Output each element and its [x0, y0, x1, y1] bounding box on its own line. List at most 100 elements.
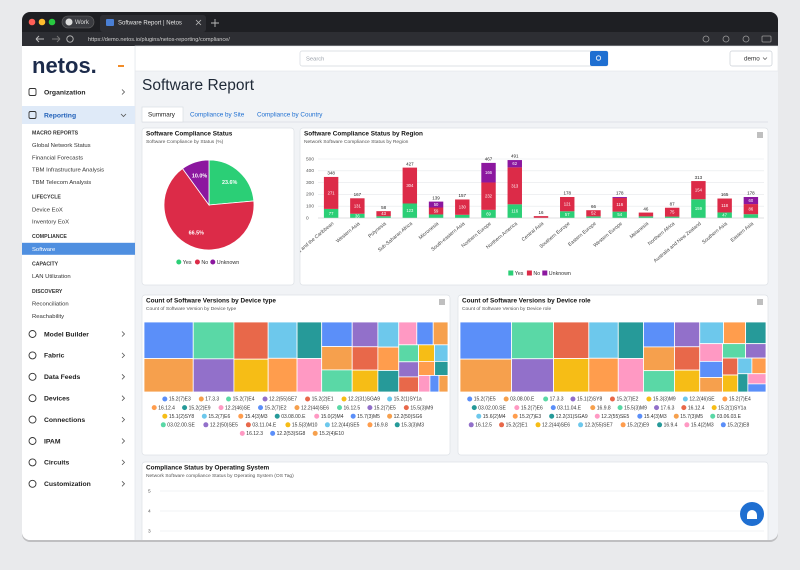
- legend-label[interactable]: 12.2(55)SE7: [269, 397, 297, 403]
- treemap-tile[interactable]: [459, 321, 512, 360]
- legend-label[interactable]: 03.08.00.E: [510, 397, 535, 403]
- treemap-tile[interactable]: [511, 358, 554, 393]
- legend-label[interactable]: 16.12.4: [158, 405, 175, 411]
- legend-label[interactable]: 16.12.3: [246, 431, 263, 437]
- treemap-tile[interactable]: [643, 346, 675, 372]
- bar-segment[interactable]: [560, 211, 575, 218]
- chart-menu[interactable]: [757, 132, 763, 138]
- legend-label[interactable]: 12.2(44)SE5: [331, 423, 359, 429]
- treemap-tile[interactable]: [351, 369, 379, 393]
- menu-item[interactable]: Circuits: [44, 460, 70, 467]
- legend-label[interactable]: 15.2(7)E2: [265, 405, 287, 411]
- treemap-tile[interactable]: [233, 358, 269, 393]
- treemap-tile[interactable]: [296, 358, 323, 393]
- close-dot[interactable]: [28, 18, 36, 26]
- legend-label[interactable]: No: [201, 260, 208, 266]
- treemap-tile[interactable]: [351, 346, 379, 371]
- menu-item[interactable]: IPAM: [44, 438, 61, 445]
- submenu-item[interactable]: Software: [32, 247, 56, 253]
- treemap-tile[interactable]: [643, 321, 675, 348]
- treemap-tile[interactable]: [351, 321, 379, 348]
- back-button[interactable]: [35, 35, 44, 43]
- menu-item[interactable]: Customization: [44, 481, 91, 488]
- pie-slice[interactable]: [208, 159, 255, 206]
- treemap-tile[interactable]: [511, 321, 554, 360]
- treemap-tile[interactable]: [398, 361, 420, 378]
- bar-segment[interactable]: [376, 216, 391, 218]
- treemap-tile[interactable]: [398, 344, 420, 363]
- menu-item[interactable]: Data Feeds: [44, 374, 80, 381]
- treemap-tile[interactable]: [418, 344, 435, 362]
- bar-segment[interactable]: [717, 198, 732, 213]
- legend-label[interactable]: 17.3.3: [550, 397, 564, 403]
- legend-label[interactable]: 12.2(31)SGA9: [556, 414, 588, 420]
- submenu-item[interactable]: LAN Utilization: [32, 274, 71, 280]
- legend-label[interactable]: 15.2(7)E2: [616, 397, 638, 403]
- legend-label[interactable]: 12.2(44)SE6: [542, 423, 570, 429]
- pie-slice[interactable]: [182, 159, 210, 207]
- active-tab-box[interactable]: [141, 106, 184, 123]
- collapse-button[interactable]: [118, 65, 124, 67]
- treemap-tile[interactable]: [674, 346, 701, 371]
- url[interactable]: https://demo.netos.io/plugins/netos-repo…: [88, 37, 230, 43]
- treemap-tile[interactable]: [699, 321, 724, 345]
- bar-segment[interactable]: [402, 203, 418, 218]
- toolbar-icon[interactable]: [722, 35, 730, 43]
- legend-label[interactable]: 15.2(7)E5: [374, 405, 396, 411]
- treemap-tile[interactable]: [588, 357, 619, 393]
- legend-label[interactable]: 15.2(1)SY1a: [718, 405, 746, 411]
- legend-label[interactable]: 17.6.3: [661, 405, 675, 411]
- legend-label[interactable]: 12.2(50)SE5: [210, 423, 238, 429]
- treemap-tile[interactable]: [459, 358, 512, 393]
- bar-segment[interactable]: [612, 197, 627, 212]
- submenu-item[interactable]: Reachability: [32, 314, 64, 320]
- submenu-item[interactable]: Reconciliation: [32, 301, 69, 307]
- bar-segment[interactable]: [664, 207, 680, 217]
- bar-segment[interactable]: [612, 211, 627, 218]
- submenu-item[interactable]: Global Network Status: [32, 143, 91, 149]
- treemap-tile[interactable]: [699, 343, 723, 362]
- legend-label[interactable]: 15.2(2)E1: [312, 397, 334, 403]
- bar-segment[interactable]: [507, 204, 522, 218]
- treemap-tile[interactable]: [192, 321, 235, 360]
- legend-label[interactable]: 15.2(7)E3: [169, 397, 191, 403]
- treemap-tile[interactable]: [553, 358, 590, 393]
- treemap-tile[interactable]: [377, 370, 400, 393]
- bar-segment[interactable]: [455, 214, 470, 218]
- legend-label[interactable]: 12.2(44)SE6: [301, 405, 329, 411]
- bar-segment[interactable]: [402, 167, 418, 204]
- treemap-tile[interactable]: [296, 321, 323, 359]
- treemap-tile[interactable]: [377, 346, 400, 371]
- menu-item[interactable]: Devices: [44, 395, 70, 402]
- bar-segment[interactable]: [323, 208, 339, 218]
- legend-label[interactable]: 15.6(2)M4: [483, 414, 506, 420]
- treemap-tile[interactable]: [722, 357, 739, 376]
- legend-label[interactable]: 12.2(53)SG8: [277, 431, 306, 437]
- legend-label[interactable]: 15.2(2)E8: [727, 423, 749, 429]
- treemap-tile[interactable]: [745, 343, 767, 359]
- legend-label[interactable]: 15.2(7)E5: [474, 397, 496, 403]
- treemap-tile[interactable]: [398, 321, 418, 346]
- legend-label[interactable]: 17.3.3: [205, 397, 219, 403]
- legend-label[interactable]: 15.3(3)M3: [401, 423, 424, 429]
- legend-label[interactable]: 15.2(7)E6: [521, 405, 543, 411]
- treemap-tile[interactable]: [416, 321, 434, 346]
- legend-label[interactable]: 15.4(3)M3: [245, 414, 268, 420]
- legend-label[interactable]: 12.2(55)SE7: [585, 423, 613, 429]
- bar-segment[interactable]: [481, 182, 496, 210]
- bar-segment[interactable]: [428, 214, 444, 218]
- submenu-item[interactable]: Financial Forecasts: [32, 155, 83, 161]
- submenu-item[interactable]: Device EoX: [32, 207, 63, 213]
- treemap-tile[interactable]: [321, 321, 353, 347]
- treemap-tile[interactable]: [723, 321, 747, 345]
- treemap-tile[interactable]: [143, 358, 194, 393]
- legend-label[interactable]: 15.2(7)E4: [233, 397, 255, 403]
- legend-label[interactable]: 12.2(31)SGA9: [348, 397, 380, 403]
- treemap-tile[interactable]: [617, 321, 644, 359]
- bar-segment[interactable]: [638, 212, 654, 217]
- legend-label[interactable]: 15.3(3)M9: [653, 397, 676, 403]
- chart-menu[interactable]: [439, 299, 445, 305]
- bar-segment[interactable]: [481, 209, 496, 218]
- treemap-tile[interactable]: [674, 369, 701, 393]
- sidebar-toggle[interactable]: [761, 35, 772, 43]
